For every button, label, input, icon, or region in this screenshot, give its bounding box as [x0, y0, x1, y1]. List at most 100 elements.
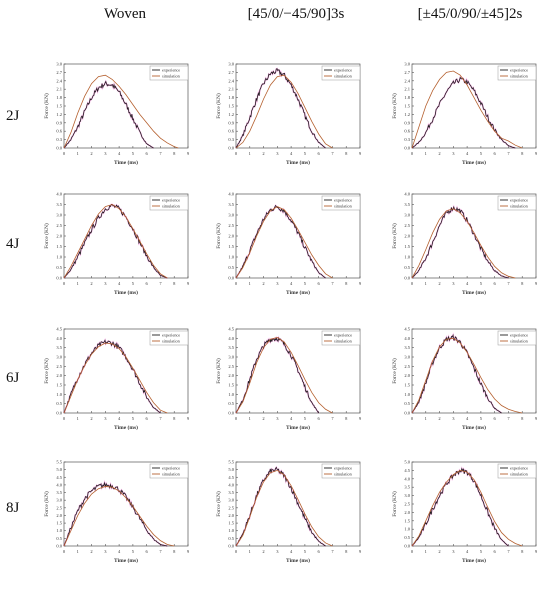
x-tick-label: 0 [235, 151, 238, 156]
x-tick-label: 7 [507, 416, 510, 421]
y-axis-label: Force (KN) [43, 93, 50, 119]
y-tick-label: 0.9 [228, 120, 234, 125]
y-tick-label: 5.0 [404, 460, 410, 465]
y-tick-label: 1.2 [56, 112, 62, 117]
y-tick-label: 1.5 [228, 521, 234, 526]
y-tick-label: 0.0 [404, 411, 410, 416]
series-line-simulation [235, 74, 333, 149]
y-tick-label: 3.5 [404, 345, 410, 350]
x-tick-label: 8 [173, 151, 176, 156]
x-tick-label: 8 [173, 281, 176, 286]
chart-6j-col2: 0 1 2 3 4 5 6 7 8 9 0.0 0.5 1.0 1.5 2.0 2.5 3.0 3.5 4.0 4.5… [215, 327, 362, 432]
y-tick-label: 4.5 [228, 327, 234, 332]
y-tick-label: 3.0 [404, 62, 410, 67]
y-tick-label: 3.5 [56, 490, 62, 495]
legend-box [497, 463, 537, 479]
chart-6j-col1: 0 1 2 3 4 5 6 7 8 9 0.0 0.5 1.0 1.5 2.0 2.5 3.0 3.5 4.0 4.5… [43, 327, 190, 432]
y-tick-label: 0.0 [56, 411, 62, 416]
row-label-8j: 8J [6, 500, 20, 516]
x-tick-label: 3 [104, 151, 107, 156]
legend-label-simulation: simulation [510, 339, 529, 344]
legend-box [497, 195, 537, 211]
chart-8j-col3: 0 1 2 3 4 5 6 7 8 9 0.0 0.5 1.0 1.5 2.0 2.5 3.0 3.5 4.0 4.5… [391, 460, 538, 565]
y-tick-label: 3.0 [56, 62, 62, 67]
x-tick-label: 5 [132, 281, 135, 286]
x-tick-label: 7 [507, 281, 510, 286]
y-tick-label: 4.0 [404, 476, 410, 481]
x-tick-label: 5 [304, 549, 307, 554]
x-axis-label: Time (ms) [462, 557, 486, 564]
legend-label-simulation: simulation [334, 339, 353, 344]
series-line-simulation [63, 486, 175, 547]
y-tick-label: 2.1 [56, 87, 62, 92]
y-tick-label: 3.0 [404, 213, 410, 218]
x-axis-label: Time (ms) [286, 289, 310, 296]
y-tick-label: 1.8 [228, 95, 234, 100]
y-tick-label: 0.5 [56, 265, 62, 270]
y-tick-label: 4.0 [404, 192, 410, 197]
x-tick-label: 6 [318, 416, 321, 421]
x-tick-label: 3 [276, 549, 279, 554]
x-tick-label: 3 [104, 281, 107, 286]
legend-box [321, 330, 361, 346]
x-tick-label: 5 [304, 416, 307, 421]
y-tick-label: 3.5 [56, 345, 62, 350]
legend-label-experience: experience [334, 198, 352, 203]
x-axis-label: Time (ms) [286, 159, 310, 166]
legend-label-simulation: simulation [162, 472, 181, 477]
x-tick-label: 9 [359, 281, 362, 286]
x-tick-label: 3 [104, 549, 107, 554]
y-tick-label: 4.0 [228, 192, 234, 197]
x-tick-label: 4 [118, 281, 121, 286]
x-tick-label: 9 [187, 151, 190, 156]
x-tick-label: 1 [249, 151, 251, 156]
x-tick-label: 9 [359, 151, 362, 156]
series-line-experience [411, 467, 509, 547]
legend-box [149, 330, 189, 346]
x-tick-label: 8 [521, 416, 524, 421]
y-tick-label: 2.0 [228, 373, 234, 378]
x-tick-label: 2 [438, 281, 440, 286]
y-tick-label: 4.0 [404, 336, 410, 341]
y-tick-label: 1.0 [404, 527, 410, 532]
y-axis-label: Force (KN) [43, 491, 50, 517]
row-label-4j: 4J [6, 236, 20, 252]
series-line-simulation [235, 469, 333, 547]
y-tick-label: 3.5 [228, 490, 234, 495]
y-tick-label: 3.0 [228, 498, 234, 503]
y-axis-label: Force (KN) [391, 223, 398, 249]
y-tick-label: 2.5 [228, 223, 234, 228]
x-tick-label: 8 [345, 151, 348, 156]
x-tick-label: 7 [331, 281, 334, 286]
x-tick-label: 1 [77, 416, 79, 421]
series-line-experience [235, 466, 326, 547]
y-tick-label: 0.5 [228, 536, 234, 541]
y-tick-label: 1.5 [228, 383, 234, 388]
x-tick-label: 3 [452, 416, 455, 421]
y-tick-label: 2.0 [56, 513, 62, 518]
series-line-experience [63, 339, 161, 414]
y-tick-label: 0.5 [404, 401, 410, 406]
y-tick-label: 2.5 [56, 223, 62, 228]
x-tick-label: 7 [331, 151, 334, 156]
y-tick-label: 5.5 [56, 460, 62, 465]
y-tick-label: 0.5 [404, 265, 410, 270]
y-tick-label: 1.0 [228, 255, 234, 260]
x-tick-label: 5 [304, 151, 307, 156]
legend-box [497, 65, 537, 81]
x-tick-label: 0 [411, 416, 414, 421]
y-tick-label: 0.0 [404, 146, 410, 151]
series-line-simulation [411, 208, 516, 279]
plot-frame [63, 328, 189, 414]
y-tick-label: 0.0 [404, 276, 410, 281]
y-tick-label: 1.0 [56, 528, 62, 533]
y-tick-label: 4.0 [56, 336, 62, 341]
y-tick-label: 4.5 [228, 475, 234, 480]
x-tick-label: 7 [159, 549, 162, 554]
y-tick-label: 1.5 [404, 383, 410, 388]
y-tick-label: 1.0 [228, 528, 234, 533]
y-tick-label: 2.4 [404, 78, 410, 83]
experience-noise-halo [411, 466, 509, 547]
x-tick-label: 2 [90, 416, 92, 421]
chart-2j-col3: 0 1 2 3 4 5 6 7 8 9 0.0 0.3 0.6 0.9 1.2 1.5 1.8 2.1 2.4 2.7… [391, 62, 538, 167]
